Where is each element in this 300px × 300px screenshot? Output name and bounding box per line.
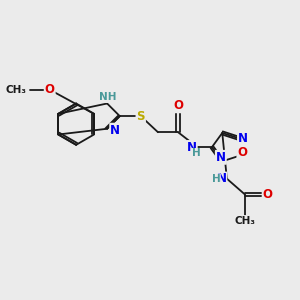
- Text: H: H: [192, 148, 201, 158]
- Text: O: O: [45, 83, 55, 96]
- Text: CH₃: CH₃: [235, 216, 256, 226]
- Text: O: O: [173, 99, 183, 112]
- Text: CH₃: CH₃: [5, 85, 26, 95]
- Text: H: H: [212, 174, 220, 184]
- Text: NH: NH: [99, 92, 116, 102]
- Text: N: N: [110, 124, 120, 137]
- Text: S: S: [136, 110, 145, 123]
- Text: N: N: [238, 132, 248, 146]
- Text: O: O: [262, 188, 273, 201]
- Text: N: N: [187, 141, 197, 154]
- Text: O: O: [237, 146, 248, 159]
- Text: N: N: [217, 172, 227, 185]
- Text: N: N: [216, 151, 226, 164]
